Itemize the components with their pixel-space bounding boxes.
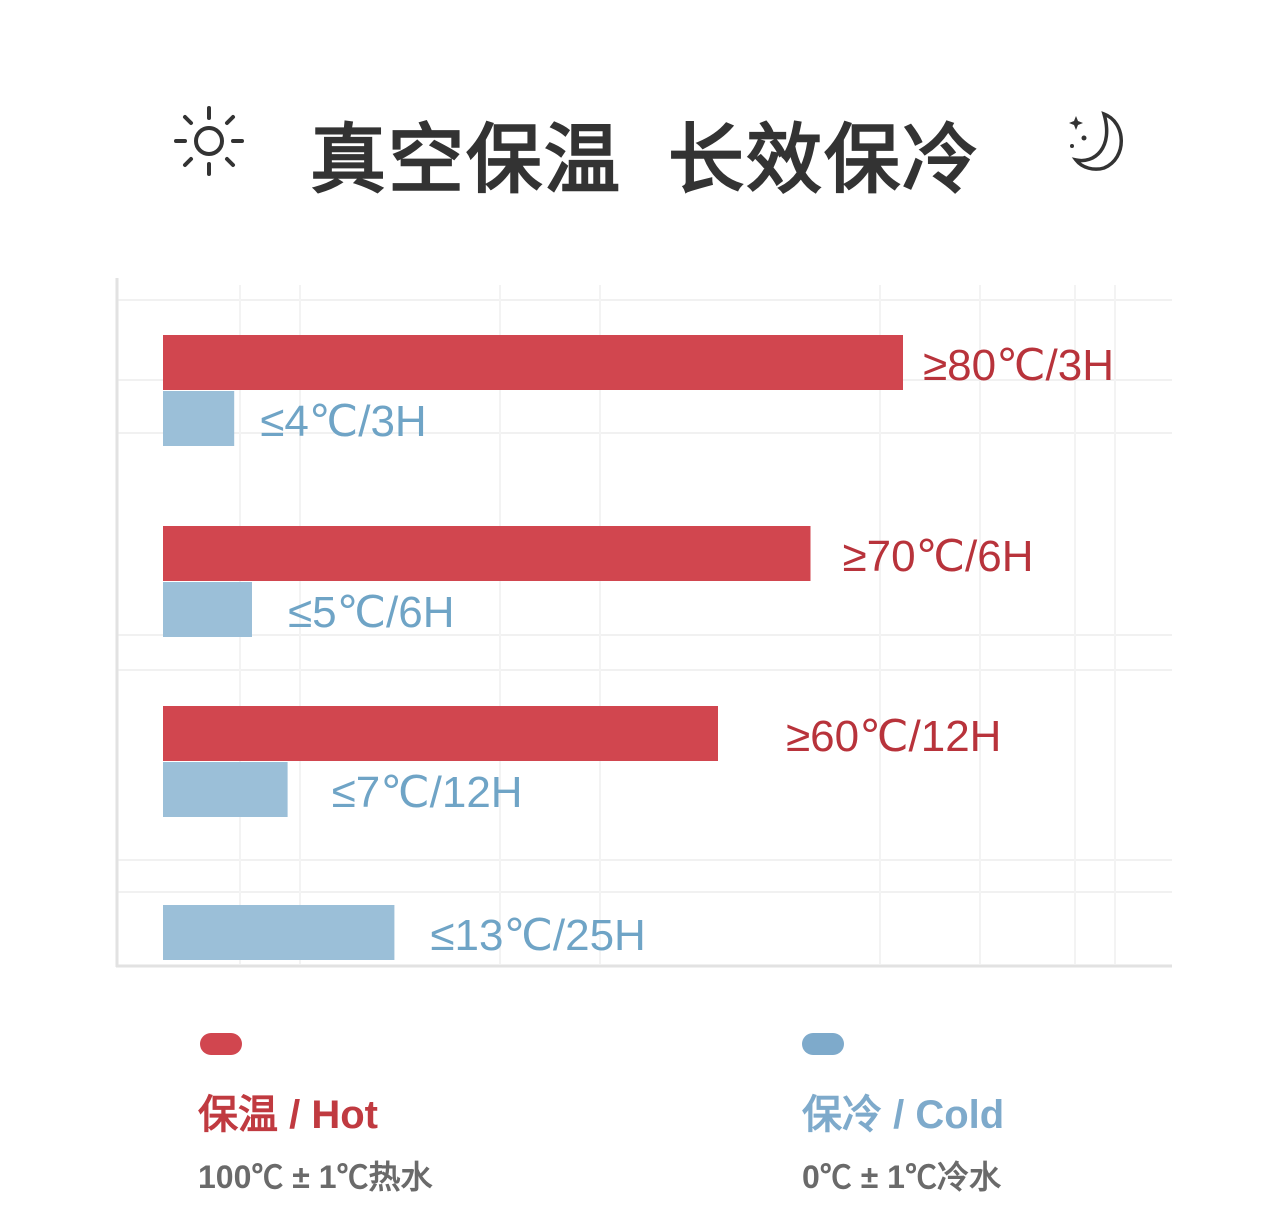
legend-cold-swatch bbox=[802, 1033, 844, 1055]
bar-label-hot: ≥60℃/12H bbox=[786, 712, 1001, 761]
legend-cold-title: 保冷 / Cold bbox=[802, 1093, 1005, 1137]
bar-hot bbox=[163, 526, 811, 581]
bar-label-hot: ≥70℃/6H bbox=[843, 532, 1034, 581]
bar-cold bbox=[163, 762, 288, 817]
bar-label-cold: ≤13℃/25H bbox=[430, 911, 645, 960]
bar-chart: ≥80℃/3H ≥70℃/6H ≥60℃/12H ≤4℃/3H ≤5℃/6H ≤7℃/12… bbox=[115, 278, 1172, 968]
bar-cold bbox=[163, 391, 235, 446]
bar-label-cold: ≤7℃/12H bbox=[332, 768, 523, 817]
page-title: 真空保温 长效保冷 bbox=[310, 118, 980, 203]
moon-stars-icon bbox=[1069, 111, 1123, 171]
sun-icon bbox=[174, 106, 244, 176]
bar-cold bbox=[163, 905, 395, 960]
bar-hot bbox=[163, 335, 903, 390]
bar-label-hot: ≥80℃/3H bbox=[923, 341, 1114, 390]
legend-hot-title: 保温 / Hot bbox=[198, 1093, 378, 1137]
bar-label-cold: ≤5℃/6H bbox=[288, 588, 455, 637]
bar-label-cold: ≤4℃/3H bbox=[260, 397, 427, 446]
bar-cold bbox=[163, 582, 252, 637]
legend-cold-sub: 0℃ ± 1℃冷水 bbox=[802, 1159, 1001, 1195]
legend-hot-sub: 100℃ ± 1℃热水 bbox=[198, 1159, 433, 1195]
legend-hot-swatch bbox=[200, 1033, 242, 1055]
bar-hot bbox=[163, 706, 718, 761]
